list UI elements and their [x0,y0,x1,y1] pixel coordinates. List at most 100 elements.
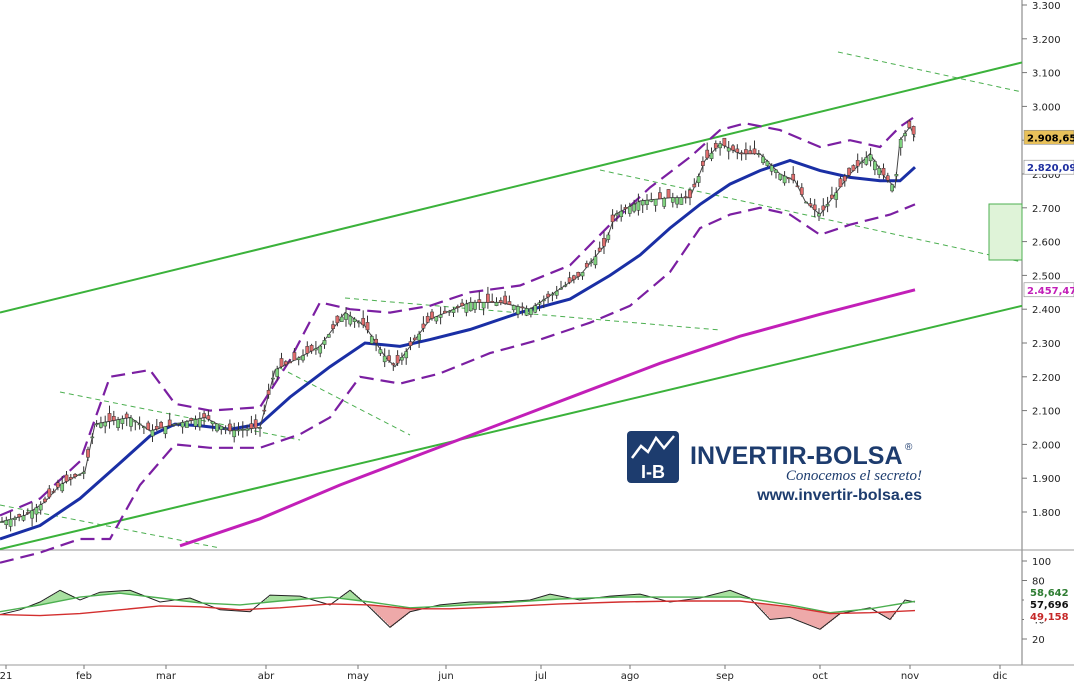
osc-fill-up [478,601,480,605]
osc-fill-up [444,604,446,607]
candle-body [791,173,796,181]
candle-body [894,174,899,177]
osc-fill-up [46,598,48,604]
invertir-bolsa-logo: I-B INVERTIR-BOLSA ® Conocemos el secret… [627,431,922,504]
candle-body [137,423,142,426]
osc-fill-up [358,597,360,601]
osc-fill-up [556,595,558,600]
candle-body [679,197,684,205]
osc-fill-up [718,593,720,598]
osc-fill-down [788,606,790,618]
osc-fill-up [462,602,464,606]
osc-fill-down [812,610,814,627]
candle-body [494,302,499,306]
candle-body [133,420,138,423]
candle-body [873,161,877,171]
osc-fill-up [188,598,190,602]
osc-fill-up [64,592,66,601]
candle-body [292,352,297,361]
candle-body [756,153,761,155]
osc-fill-down [800,608,802,622]
candle-body [847,167,851,176]
candle-body [447,310,452,313]
candle-body [13,517,17,520]
candle-body [425,316,430,323]
bollinger-lower-line [0,203,916,564]
candle-body [584,263,589,268]
osc-fill-down [400,607,402,620]
osc-fill-down [820,611,822,630]
candle-body [64,474,69,482]
osc-fill-down [880,612,882,614]
candle-body [185,421,189,428]
osc-fill-down [766,604,768,616]
osc-fill-down [792,607,794,619]
candle-body [421,323,426,329]
osc-fill-up [638,594,640,598]
osc-fill-up [550,594,552,600]
candle-body [73,473,77,478]
candle-body [804,201,808,204]
osc-fill-up [272,595,274,602]
osc-fill-down [782,605,784,619]
candle-body [623,207,628,210]
logo-slogan: Conocemos el secreto! [786,468,922,484]
candle-body [838,178,843,188]
candle-body [593,256,598,266]
candle-body [34,507,39,515]
osc-fill-up [724,591,726,598]
x-tick-label: ago [621,671,640,682]
osc-fill-up [632,594,634,598]
osc-fill-up [480,601,482,605]
candle-body [537,302,542,305]
osc-fill-up [484,601,486,604]
candle-body [812,204,817,211]
candle-body [675,197,679,205]
candle-body [172,424,176,426]
candle-body [142,426,146,429]
candle-body [627,206,632,214]
candle-body [68,477,73,480]
osc-fill-down [836,613,838,617]
candle-body [705,149,710,159]
osc-fill-down [388,606,390,626]
osc-fill-down [760,603,762,609]
osc-fill-down [378,605,380,616]
osc-fill-down [834,613,836,619]
candle-body [881,167,886,176]
candle-body [576,272,581,277]
upper-channel-trendline [0,61,1023,314]
candle-body [167,419,172,426]
osc-fill-up [266,598,268,603]
candle-body [4,520,9,526]
osc-fill-down [784,606,786,619]
candle-body [326,334,331,338]
osc-fill-up [182,599,184,601]
osc-fill-down [814,610,816,627]
osc-fill-up [728,590,730,598]
candle-body [460,302,464,307]
candle-body [47,488,52,498]
moving-average-line [179,288,916,548]
osc-fill-up [634,594,636,598]
candle-body [855,160,860,167]
osc-fill-up [624,595,626,598]
candle-body [559,287,563,290]
osc-fill-up [60,590,62,601]
osc-fill-down [370,604,372,608]
candle-body [761,156,765,164]
osc-fill-up [126,590,128,594]
candle-body [778,173,783,180]
osc-fill-up [474,601,476,605]
candle-body [296,357,301,361]
candle-body [43,498,47,503]
osc-fill-down [404,608,406,617]
candle-body [550,293,555,296]
candle-body [490,301,495,303]
candle-body [305,346,310,354]
candle-body [60,483,65,492]
osc-fill-up [470,601,472,605]
candle-body [473,302,477,310]
candle-body [911,126,916,135]
osc-fill-up [112,591,114,594]
